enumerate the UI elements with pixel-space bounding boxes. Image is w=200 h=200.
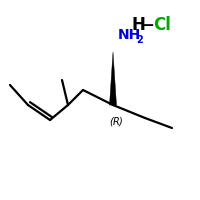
Text: Cl: Cl — [153, 16, 171, 34]
Text: ): ) — [119, 117, 123, 127]
Text: NH: NH — [118, 28, 141, 42]
Text: 2: 2 — [136, 35, 143, 45]
Text: R: R — [113, 117, 119, 127]
Polygon shape — [110, 52, 116, 105]
Text: −: − — [142, 18, 154, 32]
Text: (: ( — [109, 117, 113, 127]
Text: H: H — [131, 16, 145, 34]
